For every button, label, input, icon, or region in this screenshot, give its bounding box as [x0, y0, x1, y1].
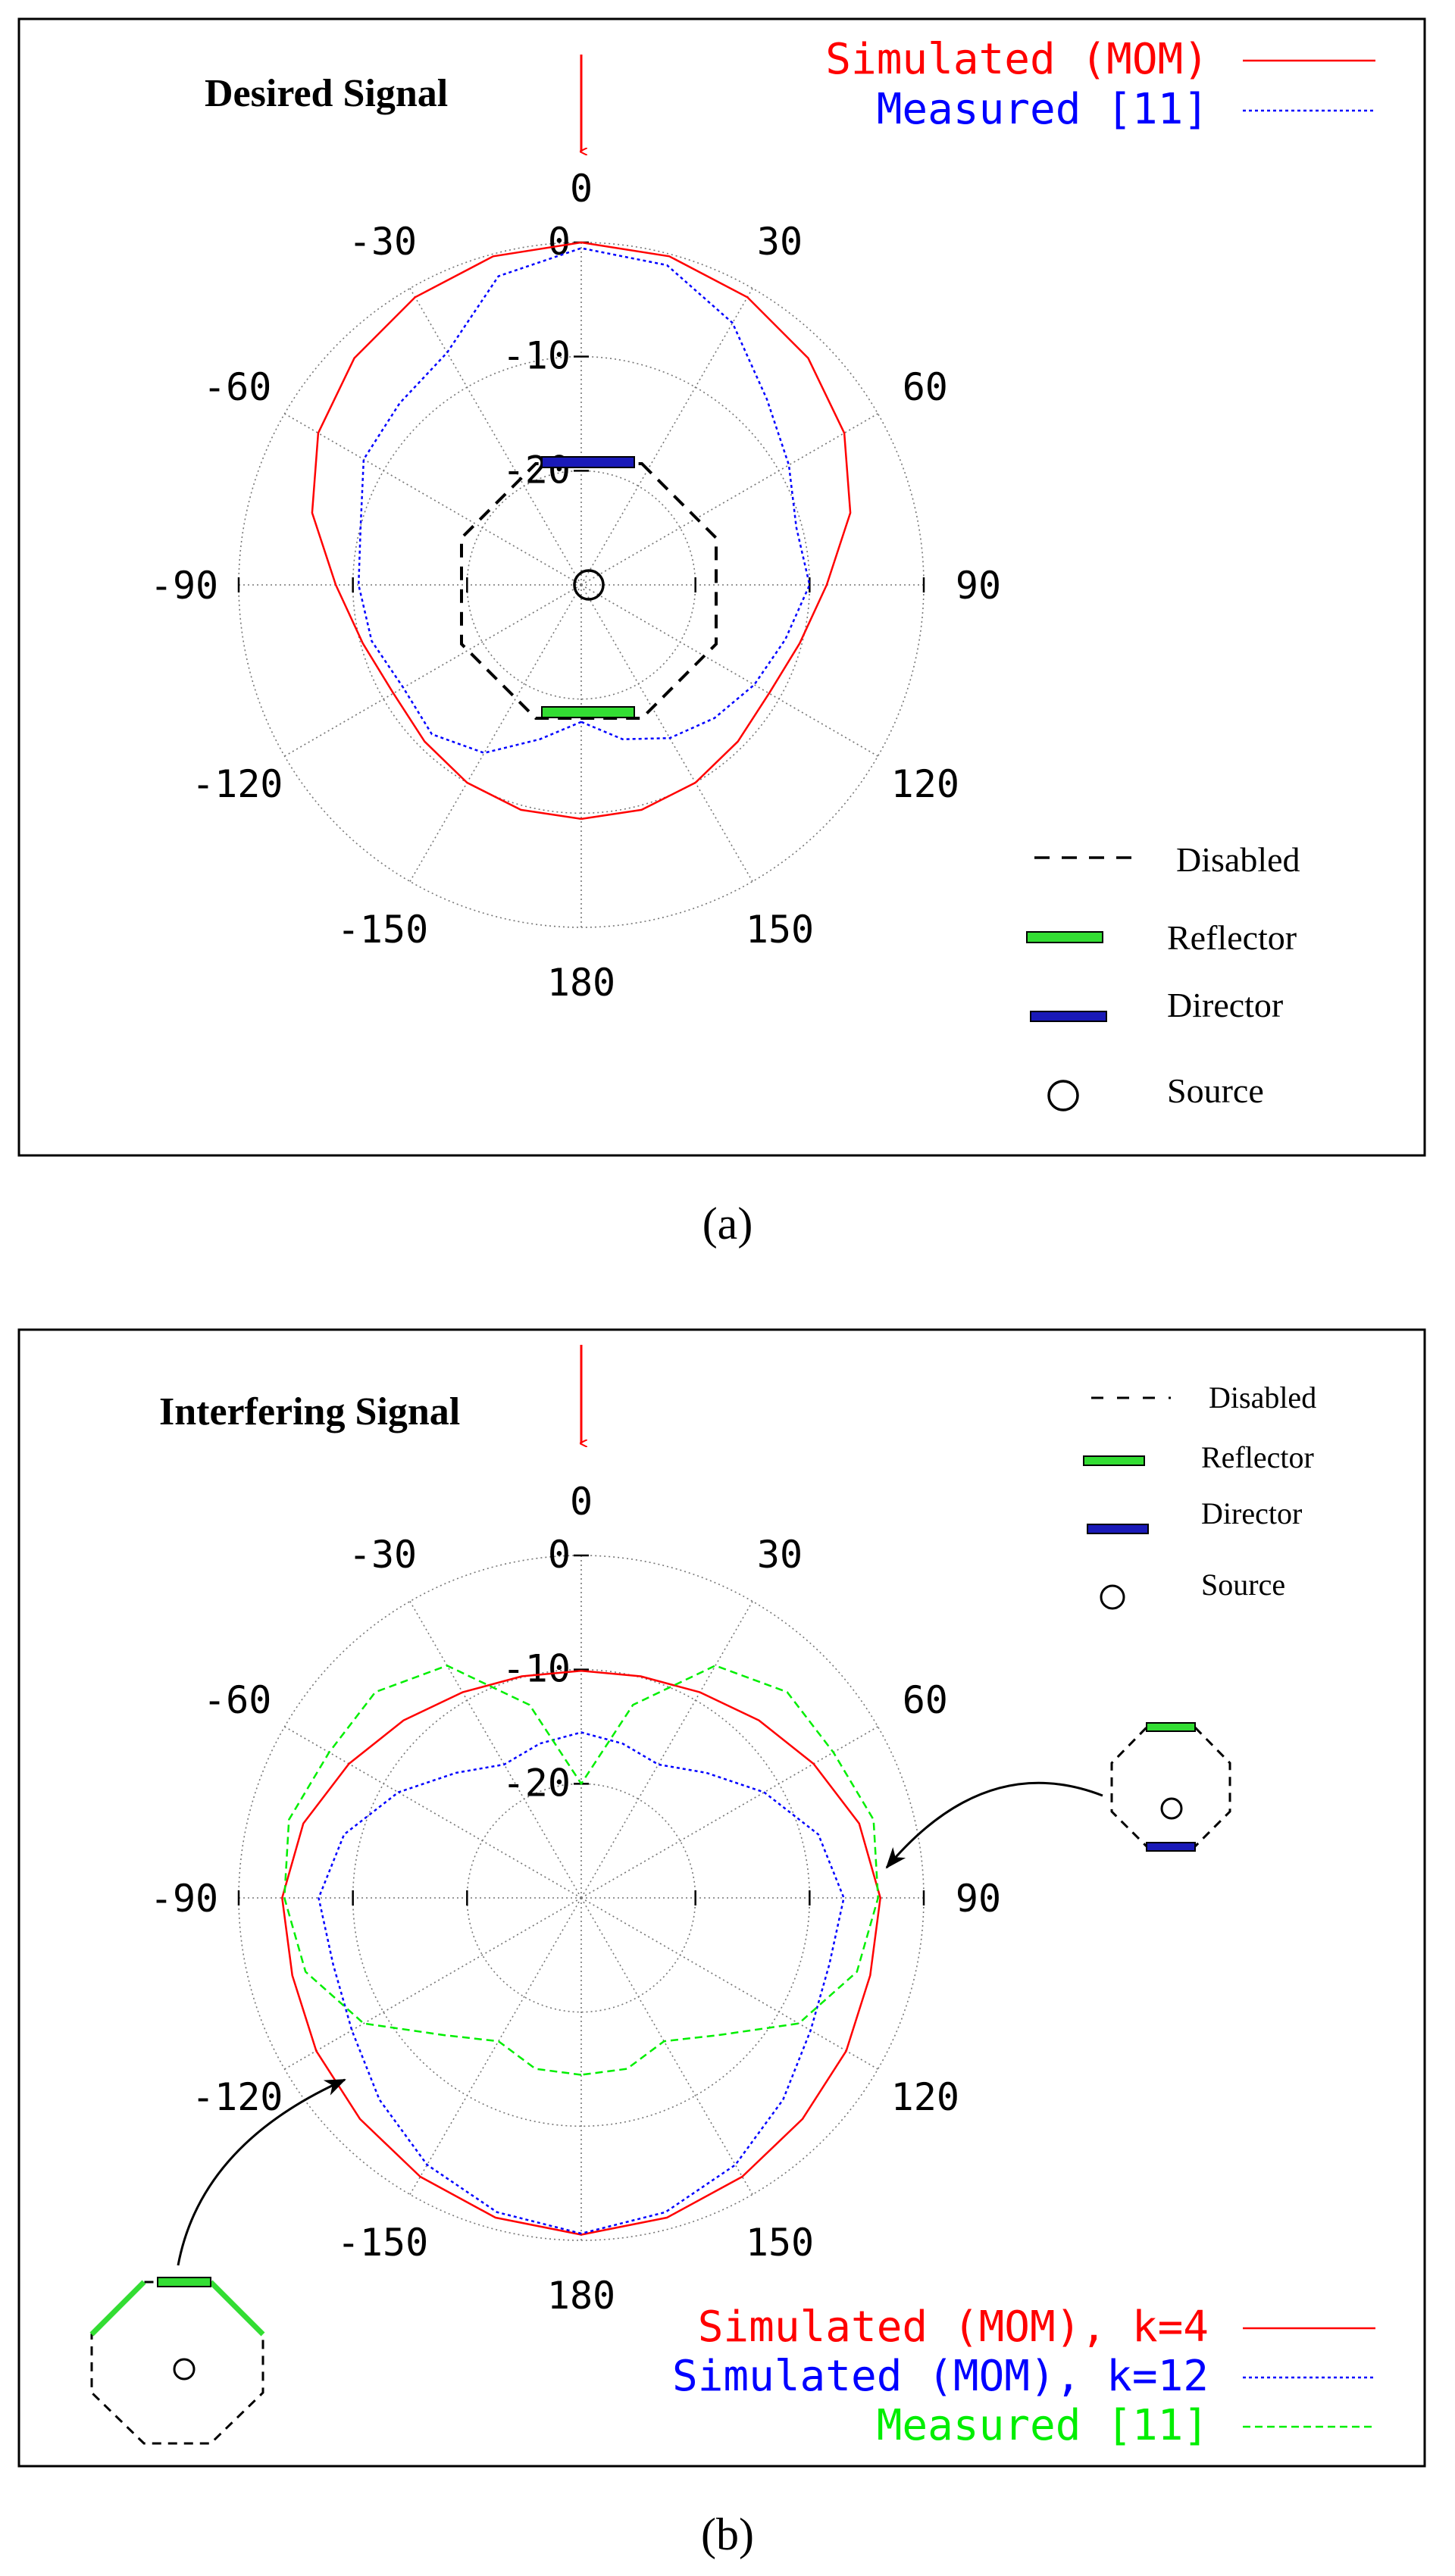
- angle-tick-label: 90: [956, 564, 1001, 608]
- config-inset-left: [89, 2277, 265, 2445]
- angle-tick-label: 180: [547, 961, 615, 1005]
- pointer-arrow-k12: [177, 2078, 346, 2266]
- legend-b-k4-label: Simulated (MOM), k=4: [698, 2302, 1209, 2352]
- series-line-simulated-mom-k-12: [318, 1731, 845, 2235]
- inset-right-director: [1146, 1842, 1196, 1852]
- source-element-a: [573, 569, 605, 601]
- radial-tick-label: 0: [548, 220, 571, 264]
- series-line-measured-11: [357, 247, 811, 755]
- angle-tick-label: 0: [570, 1480, 593, 1524]
- radial-tick-label: -10: [502, 1647, 571, 1691]
- angle-tick-label: -30: [349, 220, 417, 264]
- angle-tick-label: 60: [903, 365, 948, 409]
- angle-tick-label: 0: [570, 167, 593, 211]
- polar-plot-b: 0 30 60 90 120 150 180 -150 -120 -90 -60 -30 0 -10 -20: [150, 1480, 1001, 2318]
- reflector-element-a: [541, 706, 635, 718]
- legend-a-director-swatch: [1030, 1011, 1107, 1022]
- inset-left-reflector-right: [208, 2280, 265, 2337]
- legend-a-reflector-label: Reflector: [1167, 918, 1297, 957]
- angle-tick-label: -60: [203, 1678, 271, 1722]
- legend-b-source-swatch: [1100, 1584, 1125, 1610]
- legend-a-source-swatch: [1047, 1080, 1079, 1111]
- angle-tick-label: -90: [150, 1877, 218, 1921]
- figure-label-b: (b): [701, 2509, 754, 2559]
- config-inset-right: [1110, 1722, 1231, 1852]
- legend-a-source-label: Source: [1167, 1071, 1264, 1110]
- radial-tick-label: -10: [502, 334, 571, 378]
- panel-b: Interfering Signal Disabled Reflector Di…: [17, 1328, 1426, 2468]
- angle-tick-label: -120: [192, 2075, 283, 2119]
- panel-a: Desired Signal Simulated (MOM) Measured …: [17, 17, 1426, 1157]
- figure-label-a: (a): [702, 1199, 753, 1249]
- angle-tick-label: 150: [746, 2221, 814, 2265]
- antenna-layout-a: [460, 456, 718, 720]
- chart-b-title: Interfering Signal: [159, 1390, 460, 1433]
- radial-tick-label: -20: [502, 1761, 571, 1805]
- pointer-arrow-k4: [885, 1781, 1103, 1869]
- legend-b-reflector-swatch: [1083, 1455, 1145, 1466]
- legend-a-reflector-swatch: [1026, 931, 1103, 943]
- panel-a-frame: [17, 17, 1426, 1157]
- series-line-simulated-mom: [311, 241, 852, 821]
- legend-b-disabled-label: Disabled: [1209, 1380, 1316, 1415]
- disabled-elements-a: [460, 462, 718, 720]
- legend-b-source-label: Source: [1201, 1568, 1285, 1602]
- legend-b-director-label: Director: [1201, 1496, 1302, 1530]
- inset-left-reflector-top: [157, 2277, 211, 2287]
- legend-b-elements: Disabled Reflector Director Source: [1083, 1380, 1316, 1610]
- angle-tick-label: 120: [891, 762, 959, 806]
- legend-a-director-label: Director: [1167, 986, 1283, 1024]
- inset-right-reflector: [1146, 1722, 1196, 1732]
- inset-left-source: [173, 2358, 196, 2381]
- angle-tick-label: 30: [757, 220, 803, 264]
- angle-tick-label: 90: [956, 1877, 1001, 1921]
- legend-a-measured-label: Measured [11]: [877, 85, 1209, 134]
- angle-tick-label: -150: [337, 908, 428, 952]
- angle-tick-label: -90: [150, 564, 218, 608]
- angle-tick-label: -120: [192, 762, 283, 806]
- director-element-a: [541, 456, 635, 468]
- legend-b-director-swatch: [1087, 1524, 1149, 1534]
- legend-b-reflector-label: Reflector: [1201, 1440, 1314, 1474]
- angle-tick-label: 30: [757, 1533, 803, 1577]
- angle-tick-label: 120: [891, 2075, 959, 2119]
- angle-tick-label: -150: [337, 2221, 428, 2265]
- inset-left-reflector-left: [89, 2280, 146, 2337]
- legend-a-elements: Disabled Reflector Director Source: [1026, 840, 1300, 1111]
- series-line-simulated-mom-k-4: [281, 1669, 881, 2236]
- legend-a-disabled-label: Disabled: [1176, 840, 1300, 879]
- legend-b-measured-label: Measured [11]: [877, 2401, 1209, 2450]
- series-line-measured-11: [283, 1665, 879, 2076]
- inset-right-source: [1160, 1797, 1183, 1820]
- angle-tick-label: 150: [746, 908, 814, 952]
- legend-a-simulated-label: Simulated (MOM): [825, 35, 1209, 84]
- angle-tick-label: 60: [903, 1678, 948, 1722]
- angle-tick-label: -60: [203, 365, 271, 409]
- radial-tick-label: 0: [548, 1533, 571, 1577]
- angle-tick-label: -30: [349, 1533, 417, 1577]
- angle-tick-label: 180: [547, 2274, 615, 2318]
- chart-a-title: Desired Signal: [205, 72, 448, 115]
- legend-b-k12-label: Simulated (MOM), k=12: [672, 2352, 1209, 2401]
